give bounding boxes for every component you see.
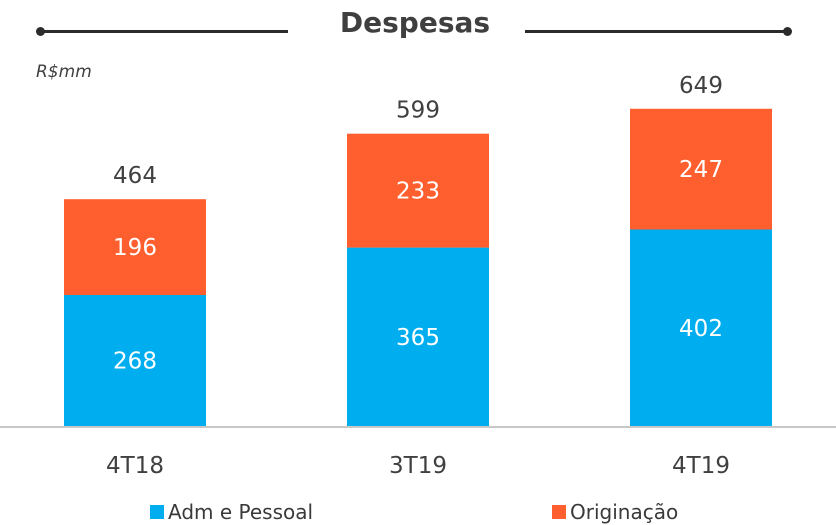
bar-originacao-4T18 xyxy=(64,199,206,296)
category-label-4T18: 4T18 xyxy=(106,453,164,479)
legend-item-adm: Adm e Pessoal xyxy=(150,500,313,524)
category-label-4T19: 4T19 xyxy=(672,453,730,479)
total-label-4T18: 464 xyxy=(113,163,157,189)
legend-item-originacao: Originação xyxy=(552,500,678,524)
chart-title: Despesas xyxy=(339,6,491,39)
legend-swatch-originacao xyxy=(552,505,566,519)
data-label-originacao-4T18: 196 xyxy=(113,235,157,261)
bar-adm-3T19 xyxy=(347,247,489,426)
data-label-adm-3T19: 365 xyxy=(396,325,440,351)
data-label-adm-4T18: 268 xyxy=(113,349,157,375)
legend-swatch-adm xyxy=(150,505,164,519)
bar-originacao-4T19 xyxy=(630,108,772,230)
data-label-adm-4T19: 402 xyxy=(679,316,723,342)
title-bar: Despesas xyxy=(0,0,836,60)
bar-adm-4T19 xyxy=(630,229,772,426)
legend-label-adm: Adm e Pessoal xyxy=(168,500,314,524)
data-label-originacao-3T19: 233 xyxy=(396,179,440,205)
bars-group: 268 196 464 4T18 365 233 599 3T19 402 247 649 4T19 xyxy=(64,73,772,479)
title-rule-right-dot xyxy=(783,27,792,36)
bar-adm-4T18 xyxy=(64,295,206,426)
unit-label: R$mm xyxy=(36,62,92,82)
data-label-originacao-4T19: 247 xyxy=(679,157,723,183)
category-label-3T19: 3T19 xyxy=(389,453,447,479)
title-rule-right xyxy=(525,30,787,33)
bar-originacao-3T19 xyxy=(347,133,489,248)
total-label-3T19: 599 xyxy=(396,98,440,124)
total-label-4T19: 649 xyxy=(679,73,723,99)
title-rule-left xyxy=(40,30,288,33)
legend-label-originacao: Originação xyxy=(570,500,679,524)
